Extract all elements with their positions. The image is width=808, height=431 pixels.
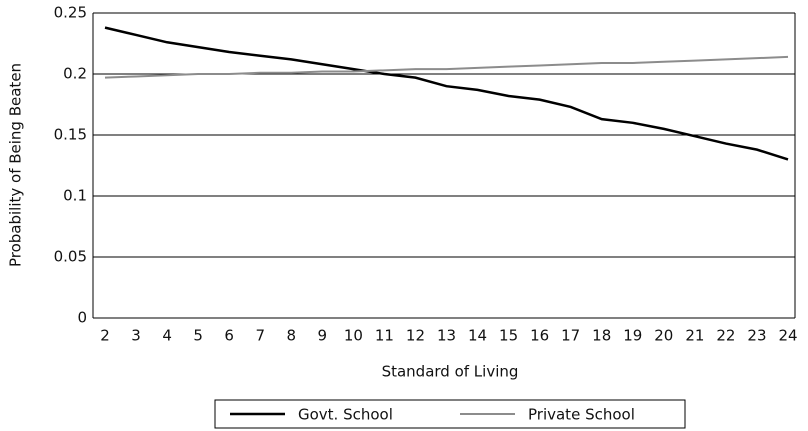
x-tick-label: 22 [716,327,735,345]
x-tick-label: 19 [623,327,642,345]
x-tick-label: 7 [255,327,265,345]
y-tick-label: 0.05 [54,248,87,266]
y-tick-label: 0 [77,309,87,327]
legend-label: Govt. School [298,406,393,424]
x-tick-label: 20 [654,327,673,345]
x-tick-label: 13 [437,327,456,345]
x-tick-label: 2 [100,327,110,345]
x-tick-label: 24 [778,327,797,345]
x-tick-label: 14 [468,327,487,345]
y-axis-label: Probability of Being Beaten [7,63,25,267]
x-tick-label: 8 [286,327,296,345]
x-tick-label: 12 [406,327,425,345]
line-series [104,26,789,161]
y-tick-label: 0.25 [54,4,87,22]
x-tick-label: 4 [162,327,172,345]
x-tick-label: 17 [561,327,580,345]
x-tick-label: 10 [344,327,363,345]
x-tick-label: 11 [375,327,394,345]
x-tick-label: 21 [685,327,704,345]
x-tick-label: 6 [224,327,234,345]
x-tick-label: 9 [318,327,328,345]
legend-box [214,399,686,429]
x-tick-label: 16 [530,327,549,345]
x-tick-label: 15 [499,327,518,345]
y-tick-label: 0.2 [63,65,87,83]
x-tick-label: 18 [592,327,611,345]
line-series [104,55,789,79]
x-tick-label: 5 [193,327,203,345]
y-tick-label: 0.15 [54,126,87,144]
y-tick-label: 0.1 [63,187,87,205]
x-axis-label: Standard of Living [382,363,519,381]
x-tick-label: 23 [747,327,766,345]
x-tick-label: 3 [131,327,141,345]
legend-label: Private School [528,406,635,424]
